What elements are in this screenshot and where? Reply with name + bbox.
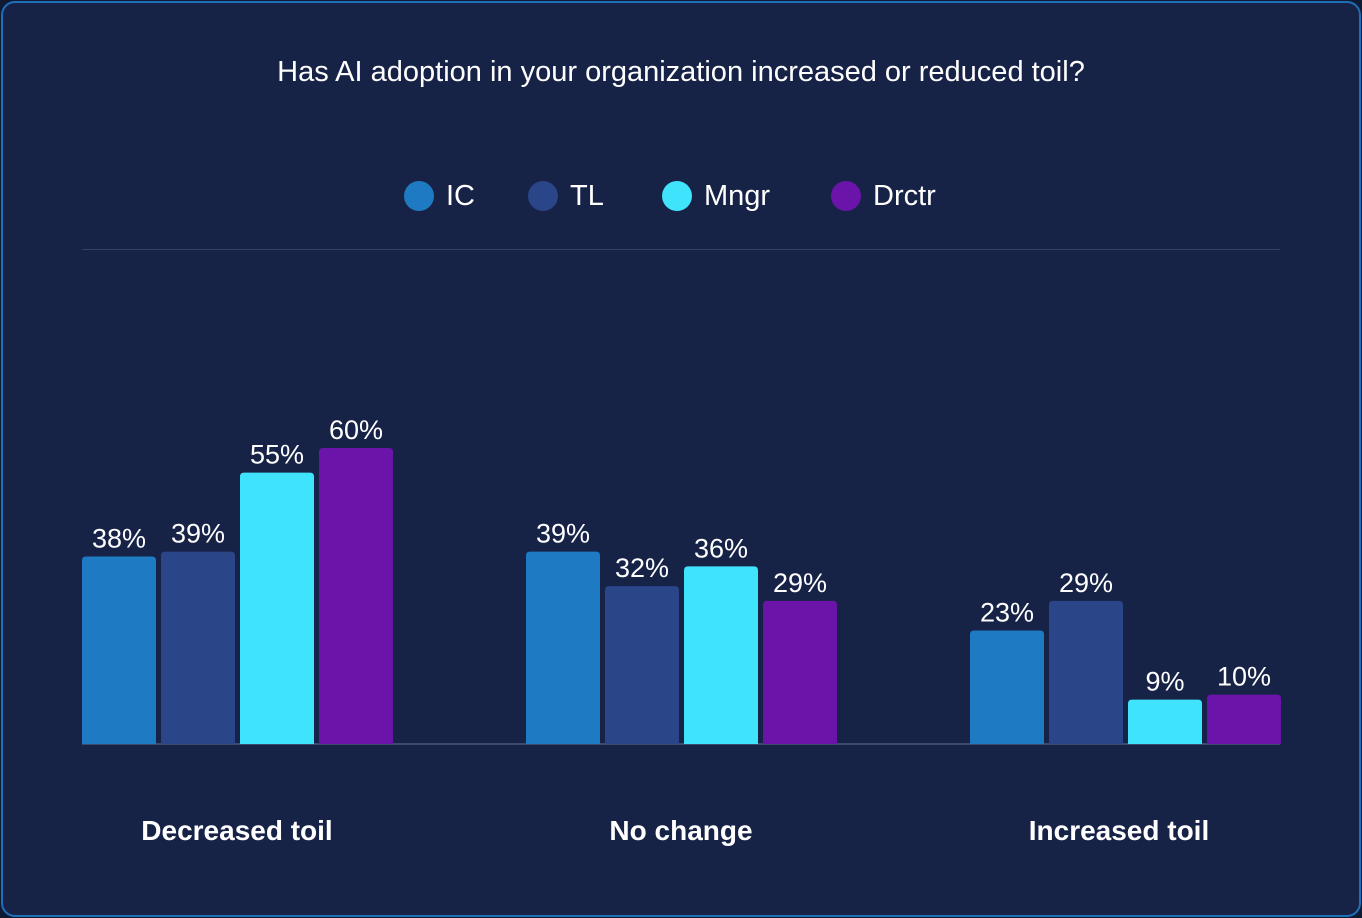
bar-ic-2: [970, 630, 1044, 744]
category-label-no-change: No change: [609, 815, 753, 846]
bar-drctr-0: [319, 448, 393, 744]
bar-label-drctr-1: 29%: [773, 568, 827, 598]
legend-swatch-ic: [404, 181, 434, 211]
category-label-increased-toil: Increased toil: [1028, 815, 1210, 846]
bar-label-tl-0: 39%: [171, 519, 225, 549]
bar-drctr-2: [1207, 694, 1281, 744]
legend-swatch-mngr: [662, 181, 692, 211]
bar-label-mngr-2: 9%: [1145, 667, 1184, 697]
bar-tl-2: [1049, 600, 1123, 744]
bar-label-mngr-1: 36%: [694, 533, 748, 563]
legend-item-drctr: Drctr: [831, 179, 936, 213]
bar-label-tl-2: 29%: [1059, 568, 1113, 598]
legend-item-mngr: Mngr: [662, 179, 770, 213]
bar-ic-0: [82, 556, 156, 744]
bar-label-tl-1: 32%: [615, 553, 669, 583]
bar-drctr-1: [763, 600, 837, 744]
legend-swatch-tl: [528, 181, 558, 211]
legend-label-mngr: Mngr: [704, 179, 771, 212]
bars-group: 38% 39% 55% 60% 39% 32% 36% 29% 23% 29% 9% 10%: [82, 415, 1281, 744]
legend-separator: [82, 249, 1280, 250]
bar-label-ic-1: 39%: [536, 519, 590, 549]
bar-label-mngr-0: 55%: [250, 440, 304, 470]
category-label-decreased-toil: Decreased toil: [141, 815, 333, 846]
legend-label-drctr: Drctr: [873, 179, 936, 212]
bar-label-drctr-2: 10%: [1217, 662, 1271, 692]
legend-swatch-drctr: [831, 181, 861, 211]
bar-mngr-0: [240, 472, 314, 744]
bar-label-drctr-0: 60%: [329, 415, 383, 445]
chart-title: Has AI adoption in your organization inc…: [277, 56, 1085, 88]
bar-label-ic-2: 23%: [980, 598, 1034, 628]
bar-mngr-1: [684, 566, 758, 744]
legend-label-ic: IC: [446, 179, 475, 212]
bar-ic-1: [526, 551, 600, 744]
legend-item-tl: TL: [528, 179, 604, 213]
bar-mngr-2: [1128, 699, 1202, 744]
bar-tl-1: [605, 586, 679, 744]
bar-label-ic-0: 38%: [92, 524, 146, 554]
bar-tl-0: [161, 551, 235, 744]
legend-item-ic: IC: [404, 179, 475, 213]
legend-label-tl: TL: [570, 179, 604, 212]
